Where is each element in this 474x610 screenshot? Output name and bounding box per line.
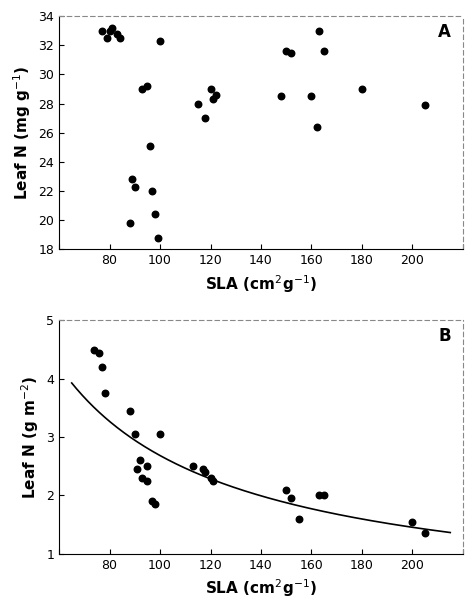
Point: [288, 48, 295, 57]
Point: [138, 473, 146, 483]
Point: [207, 473, 214, 483]
Point: [116, 33, 123, 43]
Y-axis label: Leaf N (mg g$^{-1}$): Leaf N (mg g$^{-1}$): [11, 66, 33, 200]
Point: [144, 476, 151, 486]
Point: [295, 514, 302, 523]
Point: [358, 84, 366, 94]
Point: [315, 490, 323, 500]
Point: [199, 464, 207, 474]
Point: [283, 46, 290, 56]
Point: [151, 500, 159, 509]
Point: [136, 456, 144, 465]
Point: [207, 84, 214, 94]
Point: [421, 528, 429, 538]
Point: [320, 490, 328, 500]
Text: B: B: [438, 328, 451, 345]
Point: [209, 95, 217, 104]
Point: [98, 26, 106, 35]
Y-axis label: Leaf N (g m$^{-2}$): Leaf N (g m$^{-2}$): [19, 375, 41, 499]
Point: [146, 141, 154, 151]
Point: [151, 210, 159, 220]
Point: [409, 517, 416, 526]
Point: [138, 84, 146, 94]
Point: [277, 92, 285, 101]
Point: [156, 36, 164, 46]
Point: [283, 485, 290, 495]
Point: [149, 186, 156, 196]
Point: [201, 467, 209, 477]
Point: [126, 406, 134, 416]
Point: [288, 493, 295, 503]
Point: [194, 99, 202, 109]
Point: [421, 100, 429, 110]
Point: [144, 461, 151, 471]
Point: [308, 92, 315, 101]
Point: [212, 90, 219, 100]
Point: [144, 81, 151, 91]
Point: [320, 46, 328, 56]
Point: [113, 29, 121, 38]
Point: [149, 497, 156, 506]
Point: [201, 113, 209, 123]
Point: [315, 26, 323, 35]
Point: [91, 345, 98, 354]
Point: [313, 122, 320, 132]
Point: [98, 362, 106, 372]
Point: [134, 464, 141, 474]
Point: [128, 174, 136, 184]
Point: [108, 23, 116, 33]
Point: [156, 429, 164, 439]
Point: [126, 218, 134, 228]
Point: [101, 389, 109, 398]
Point: [106, 26, 113, 35]
X-axis label: SLA (cm$^2$g$^{-1}$): SLA (cm$^2$g$^{-1}$): [205, 273, 317, 295]
Point: [131, 182, 138, 192]
Point: [154, 233, 161, 243]
Point: [103, 33, 111, 43]
Point: [189, 461, 197, 471]
Point: [131, 429, 138, 439]
Point: [209, 476, 217, 486]
Point: [96, 348, 103, 357]
Text: A: A: [438, 23, 451, 41]
X-axis label: SLA (cm$^2$g$^{-1}$): SLA (cm$^2$g$^{-1}$): [205, 577, 317, 599]
